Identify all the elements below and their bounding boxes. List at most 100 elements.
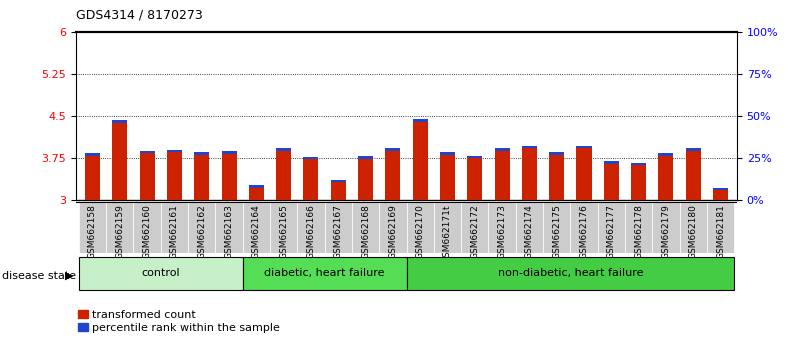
Bar [679,202,706,253]
Text: GSM662161: GSM662161 [170,204,179,259]
Text: GSM662171t: GSM662171t [443,204,452,263]
Bar [413,121,428,200]
Text: GSM662158: GSM662158 [88,204,97,259]
Bar [522,145,537,148]
Bar [570,202,598,253]
Text: GSM662180: GSM662180 [689,204,698,259]
Bar [494,151,509,200]
Bar [352,202,379,253]
Bar [85,156,100,200]
Bar [139,154,155,200]
Bar [489,202,516,253]
Bar [358,156,373,159]
Text: ▶: ▶ [65,271,74,281]
Bar [652,202,679,253]
Bar [631,165,646,200]
Bar [577,148,591,200]
Bar [713,188,728,190]
Text: GSM662181: GSM662181 [716,204,725,259]
Bar [434,202,461,253]
Bar [413,119,428,121]
FancyBboxPatch shape [78,257,243,290]
Text: GSM662159: GSM662159 [115,204,124,259]
Bar [686,151,701,200]
Text: GSM662162: GSM662162 [197,204,206,259]
Text: GSM662168: GSM662168 [361,204,370,259]
Bar [324,202,352,253]
FancyBboxPatch shape [406,257,735,290]
Text: GSM662163: GSM662163 [224,204,234,259]
Text: GSM662175: GSM662175 [552,204,562,259]
Bar [516,202,543,253]
Bar [304,157,319,159]
Bar [112,123,127,200]
Bar [713,190,728,200]
Text: GSM662176: GSM662176 [579,204,589,259]
Text: disease state: disease state [2,271,77,281]
Bar [577,145,591,148]
Bar [604,164,619,200]
Bar [522,148,537,200]
Bar [167,150,182,152]
Text: GDS4314 / 8170273: GDS4314 / 8170273 [76,9,203,22]
Text: GSM662174: GSM662174 [525,204,534,259]
Bar [331,180,346,182]
Text: GSM662166: GSM662166 [307,204,316,259]
Text: GSM662165: GSM662165 [279,204,288,259]
Text: GSM662178: GSM662178 [634,204,643,259]
Bar [440,155,455,200]
FancyBboxPatch shape [243,257,406,290]
Bar [188,202,215,253]
Bar [276,148,291,151]
Text: GSM662160: GSM662160 [143,204,151,259]
Bar [467,156,482,158]
Bar [304,159,319,200]
Text: GSM662173: GSM662173 [497,204,506,259]
Bar [249,188,264,200]
Bar [297,202,324,253]
Bar [222,154,236,200]
Bar [494,148,509,151]
Bar [625,202,652,253]
Bar [385,151,400,200]
Text: GSM662170: GSM662170 [416,204,425,259]
Bar [440,152,455,155]
Bar [106,202,134,253]
Bar [549,152,564,155]
Text: diabetic, heart failure: diabetic, heart failure [264,268,384,278]
Text: non-diabetic, heart failure: non-diabetic, heart failure [497,268,643,278]
Bar [549,155,564,200]
Bar [379,202,406,253]
Bar [194,155,209,200]
Text: GSM662167: GSM662167 [334,204,343,259]
Bar [243,202,270,253]
Legend: transformed count, percentile rank within the sample: transformed count, percentile rank withi… [78,310,280,333]
Bar [543,202,570,253]
Bar [270,202,297,253]
Bar [194,152,209,155]
Bar [406,202,434,253]
Bar [161,202,188,253]
Bar [139,151,155,154]
Bar [604,161,619,164]
Text: GSM662177: GSM662177 [607,204,616,259]
Bar [78,202,106,253]
Bar [631,163,646,165]
Bar [249,185,264,188]
Bar [276,151,291,200]
Bar [167,152,182,200]
Bar [134,202,161,253]
Bar [85,154,100,156]
Bar [215,202,243,253]
Bar [658,154,674,156]
Bar [385,148,400,151]
Bar [222,151,236,154]
Bar [686,148,701,151]
Bar [331,182,346,200]
Text: GSM662164: GSM662164 [252,204,261,259]
Bar [358,159,373,200]
Text: control: control [142,268,180,278]
Text: GSM662172: GSM662172 [470,204,479,259]
Bar [467,158,482,200]
Bar [598,202,625,253]
